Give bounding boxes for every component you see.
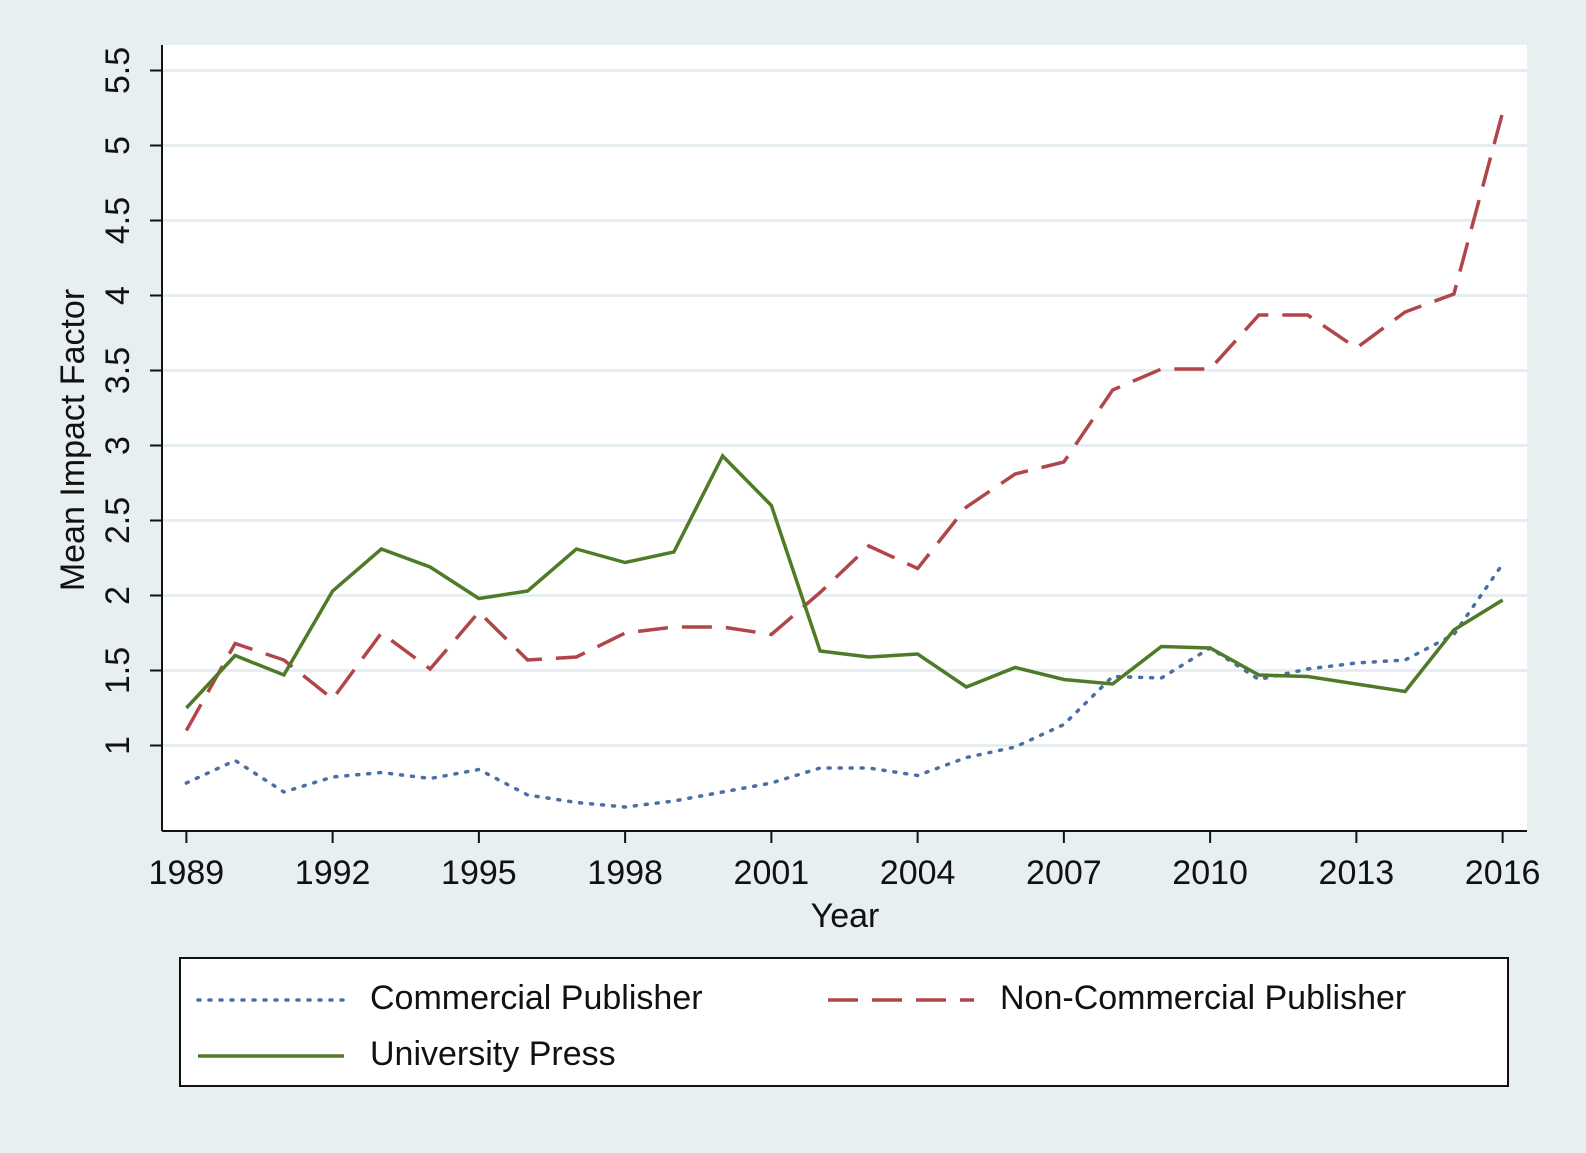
y-tick-label: 2.5 bbox=[99, 497, 137, 544]
x-tick-label: 1989 bbox=[149, 854, 225, 892]
legend-label: Commercial Publisher bbox=[370, 979, 703, 1017]
plot-area bbox=[162, 45, 1527, 831]
y-tick-label: 2 bbox=[99, 586, 137, 605]
x-tick-label: 1998 bbox=[587, 854, 663, 892]
y-tick-label: 3 bbox=[99, 436, 137, 455]
y-tick-label: 4.5 bbox=[99, 197, 137, 244]
x-tick-label: 1992 bbox=[295, 854, 371, 892]
legend-label: Non-Commercial Publisher bbox=[1000, 979, 1406, 1017]
y-tick-label: 4 bbox=[99, 286, 137, 305]
y-tick-label: 1.5 bbox=[99, 647, 137, 694]
legend-box bbox=[179, 957, 1509, 1087]
x-tick-label: 1995 bbox=[441, 854, 517, 892]
x-tick-label: 2004 bbox=[880, 854, 956, 892]
x-tick-label: 2016 bbox=[1465, 854, 1541, 892]
legend-label: University Press bbox=[370, 1035, 616, 1073]
x-tick-label: 2010 bbox=[1172, 854, 1248, 892]
y-tick-label: 3.5 bbox=[99, 347, 137, 394]
y-axis-title: Mean Impact Factor bbox=[54, 289, 92, 591]
series-line bbox=[185, 453, 1504, 710]
x-tick-label: 2007 bbox=[1026, 854, 1102, 892]
y-tick-label: 5 bbox=[99, 136, 137, 155]
x-tick-label: 2013 bbox=[1319, 854, 1395, 892]
x-axis-title: Year bbox=[811, 897, 880, 935]
series-line bbox=[184, 112, 1505, 732]
y-tick-label: 1 bbox=[99, 736, 137, 755]
x-tick-label: 2001 bbox=[734, 854, 810, 892]
y-tick-label: 5.5 bbox=[99, 47, 137, 94]
